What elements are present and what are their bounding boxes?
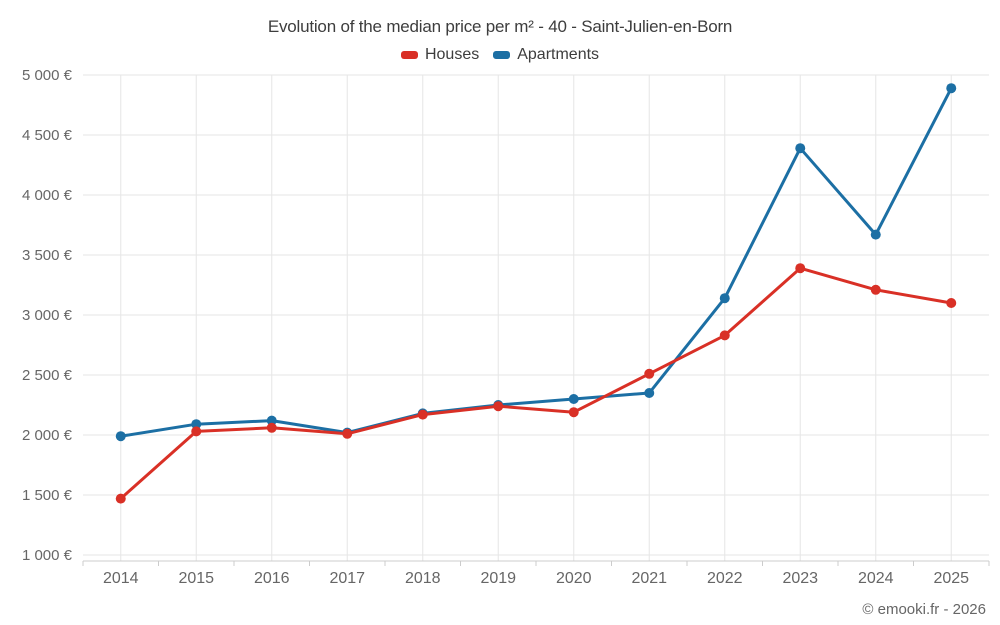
x-tick-label-2017: 2017 bbox=[329, 570, 365, 587]
series-apartments-point-2020[interactable] bbox=[568, 394, 579, 404]
credit-text: © emooki.fr - 2026 bbox=[862, 601, 986, 618]
x-tick-label-2025: 2025 bbox=[933, 570, 969, 587]
apartments-legend-swatch bbox=[493, 51, 511, 59]
x-tick-label-2018: 2018 bbox=[405, 570, 441, 587]
chart-title: Evolution of the median price per m² - 4… bbox=[267, 17, 733, 36]
y-tick-label: 1 000 € bbox=[22, 547, 73, 564]
y-tick-label: 3 000 € bbox=[22, 307, 73, 324]
x-tick-label-2023: 2023 bbox=[782, 570, 818, 587]
series-apartments-point-2022[interactable] bbox=[719, 293, 730, 304]
series-apartments-point-2014[interactable] bbox=[115, 431, 126, 442]
x-tick-label-2015: 2015 bbox=[178, 570, 214, 587]
series-houses-point-2020[interactable] bbox=[568, 407, 579, 418]
legend: Houses Apartments bbox=[0, 46, 1000, 64]
x-tick-label-2020: 2020 bbox=[556, 570, 592, 587]
y-tick-label: 2 000 € bbox=[22, 427, 73, 444]
series-houses-line bbox=[119, 266, 953, 501]
y-tick-label: 1 500 € bbox=[22, 487, 73, 504]
series-apartments-point-2024[interactable] bbox=[870, 229, 881, 240]
series-houses-point-2015[interactable] bbox=[191, 426, 202, 437]
series-houses-point-2022[interactable] bbox=[719, 330, 730, 341]
y-tick-label: 2 500 € bbox=[22, 367, 73, 384]
x-tick-label-2016: 2016 bbox=[254, 570, 290, 587]
series-apartments-point-2015[interactable] bbox=[191, 419, 202, 430]
legend-item-houses[interactable]: Houses bbox=[400, 46, 480, 64]
y-tick-label: 4 500 € bbox=[22, 127, 73, 144]
series-apartments-point-2016[interactable] bbox=[266, 415, 277, 426]
y-tick-label: 3 500 € bbox=[22, 247, 73, 264]
series-houses-point-2019[interactable] bbox=[493, 401, 504, 412]
series-houses-point-2024[interactable] bbox=[870, 284, 881, 295]
series-apartments-line bbox=[119, 86, 953, 438]
series-houses-point-2014[interactable] bbox=[115, 493, 126, 504]
series-houses-point-2018[interactable] bbox=[417, 409, 428, 420]
apartments-legend-label: Apartments bbox=[517, 46, 600, 63]
series-houses-point-2017[interactable] bbox=[342, 428, 353, 439]
x-tick-label-2021: 2021 bbox=[631, 570, 667, 587]
series-houses-point-2025[interactable] bbox=[946, 298, 957, 308]
x-tick-label-2014: 2014 bbox=[103, 570, 139, 587]
y-tick-label: 5 000 € bbox=[22, 67, 73, 84]
houses-legend-label: Houses bbox=[424, 46, 480, 63]
houses-legend-swatch bbox=[400, 51, 418, 59]
x-tick-label-2024: 2024 bbox=[858, 570, 894, 587]
series-apartments-point-2025[interactable] bbox=[946, 83, 957, 94]
series-houses-point-2023[interactable] bbox=[795, 263, 806, 274]
y-tick-label: 4 000 € bbox=[22, 187, 73, 204]
series-houses-point-2016[interactable] bbox=[266, 422, 277, 433]
series-apartments-point-2023[interactable] bbox=[795, 143, 806, 154]
series-apartments-point-2021[interactable] bbox=[644, 388, 655, 398]
legend-item-apartments[interactable]: Apartments bbox=[493, 46, 599, 64]
x-tick-label-2022: 2022 bbox=[707, 570, 743, 587]
series-houses-point-2021[interactable] bbox=[644, 368, 655, 379]
x-tick-label-2019: 2019 bbox=[480, 570, 516, 587]
